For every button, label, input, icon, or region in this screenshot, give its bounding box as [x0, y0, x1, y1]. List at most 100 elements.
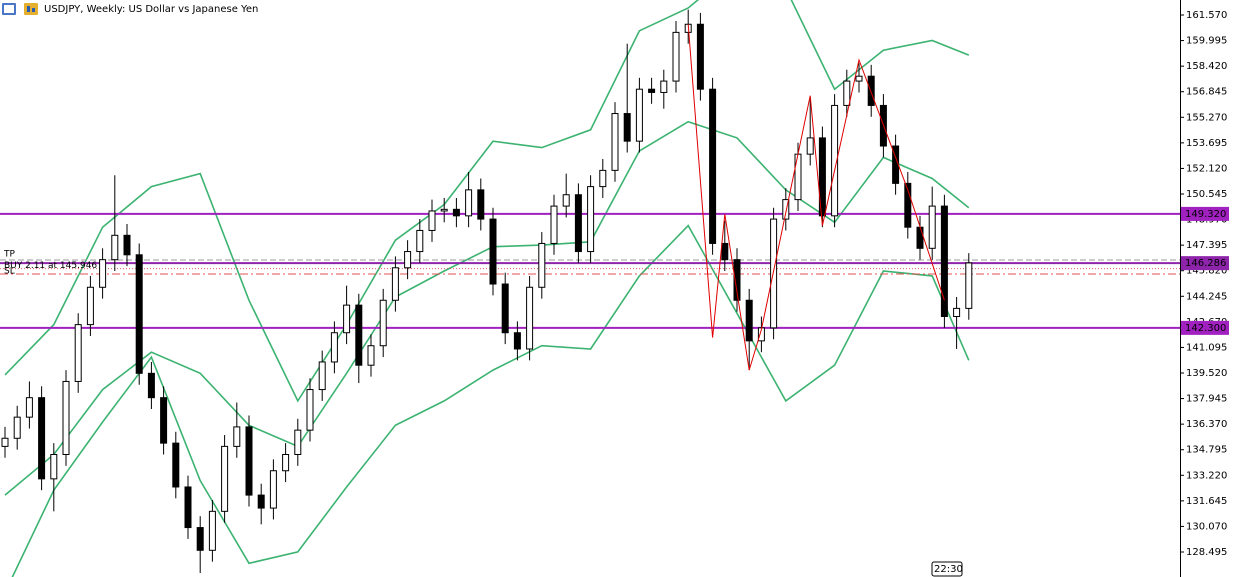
candle-body — [391, 267, 399, 301]
candle-body — [623, 113, 631, 142]
candle-body — [50, 454, 58, 480]
y-tick-label: 161.570 — [1186, 10, 1227, 21]
candle-body — [709, 88, 717, 244]
sl-label: SL — [4, 266, 15, 276]
candle-body — [806, 137, 814, 155]
candle-body — [452, 208, 460, 217]
candle-body — [379, 299, 387, 347]
y-tick-label: 131.645 — [1186, 496, 1227, 507]
bollinger-lower — [11, 224, 970, 577]
level-price-box — [1181, 256, 1229, 271]
y-tick-label: 141.095 — [1186, 342, 1227, 353]
candle-body — [233, 426, 241, 447]
candle-body — [416, 229, 424, 253]
y-tick-label: 156.845 — [1186, 87, 1227, 98]
candle-body — [574, 194, 582, 253]
candle-body — [306, 389, 314, 431]
y-tick-label: 144.245 — [1186, 291, 1227, 302]
y-tick-label: 159.995 — [1186, 36, 1227, 47]
y-tick-label: 133.220 — [1186, 470, 1227, 481]
candle-body — [111, 234, 119, 261]
level-price-label: 149.320 — [1185, 209, 1226, 220]
candle-body — [160, 397, 168, 444]
candle-body — [513, 332, 521, 350]
candle-body — [538, 242, 546, 288]
y-tick-label: 128.495 — [1186, 547, 1227, 558]
y-tick-label: 137.945 — [1186, 394, 1227, 405]
candle-body — [843, 80, 851, 106]
candle-body — [782, 199, 790, 220]
y-tick-label: 155.270 — [1186, 112, 1227, 123]
candle-body — [282, 454, 290, 472]
candle-body — [916, 226, 924, 249]
candle-body — [477, 189, 485, 220]
candle-body — [526, 286, 534, 350]
candle-body — [648, 88, 656, 93]
candle-body — [721, 242, 729, 261]
bollinger-upper — [4, 0, 970, 403]
candle-body — [147, 372, 155, 399]
candle-body — [696, 23, 704, 90]
candle-body — [294, 429, 302, 456]
candle-body — [367, 345, 375, 366]
candle-body — [501, 283, 509, 334]
candle-body — [135, 254, 143, 374]
candle-body — [953, 307, 961, 317]
candle-body — [660, 80, 668, 93]
candle-body — [440, 208, 448, 212]
candle-body — [196, 527, 204, 551]
candle-body — [208, 510, 216, 551]
candle-body — [489, 218, 497, 285]
candle-body — [672, 31, 680, 82]
time-label-box — [931, 561, 963, 577]
y-tick-label: 139.520 — [1186, 368, 1227, 379]
title-icons — [2, 3, 38, 15]
candle-body — [343, 304, 351, 334]
candle-body — [428, 210, 436, 231]
candle-body — [13, 416, 21, 439]
candle-body — [99, 259, 107, 288]
candle-body — [465, 189, 473, 217]
tp-label: TP — [3, 249, 15, 259]
level-price-label: 146.286 — [1185, 258, 1226, 269]
candle-body — [562, 194, 570, 207]
y-tick-label: 134.795 — [1186, 445, 1227, 456]
candle-body — [404, 251, 412, 269]
candle-body — [269, 470, 277, 509]
y-tick-label: 150.545 — [1186, 189, 1227, 200]
candle-body — [257, 494, 265, 509]
level-price-box — [1181, 320, 1229, 335]
entry-label: BUY 2.11 at 145.946 — [4, 261, 97, 271]
y-tick-label: 130.070 — [1186, 521, 1227, 532]
candle-body — [62, 380, 70, 456]
candle-body — [904, 182, 912, 228]
candle-body — [74, 324, 82, 382]
candle-body — [587, 186, 595, 253]
candle-body — [635, 88, 643, 142]
candle-body — [184, 486, 192, 529]
zigzag-line — [687, 24, 945, 371]
y-tick-label: 153.695 — [1186, 138, 1227, 149]
time-label: 22:30 — [934, 564, 963, 575]
y-tick-label: 136.370 — [1186, 419, 1227, 430]
y-tick-label: 147.395 — [1186, 240, 1227, 251]
candle-body — [794, 153, 802, 201]
candle-body — [38, 397, 46, 480]
candle-body — [928, 205, 936, 249]
candle-body — [318, 361, 326, 391]
y-tick-label: 158.420 — [1186, 61, 1227, 72]
candle-body — [599, 169, 607, 188]
candle-body — [245, 426, 253, 496]
candle-body — [745, 299, 753, 342]
candle-body — [818, 137, 826, 217]
candle-body — [1, 437, 9, 447]
candle-body — [25, 397, 33, 418]
level-price-label: 142.300 — [1185, 323, 1226, 334]
candle-body — [867, 75, 875, 106]
candle-body — [172, 442, 180, 488]
candle-body — [611, 113, 619, 171]
chart-title: USDJPY, Weekly: US Dollar vs Japanese Ye… — [44, 4, 258, 15]
